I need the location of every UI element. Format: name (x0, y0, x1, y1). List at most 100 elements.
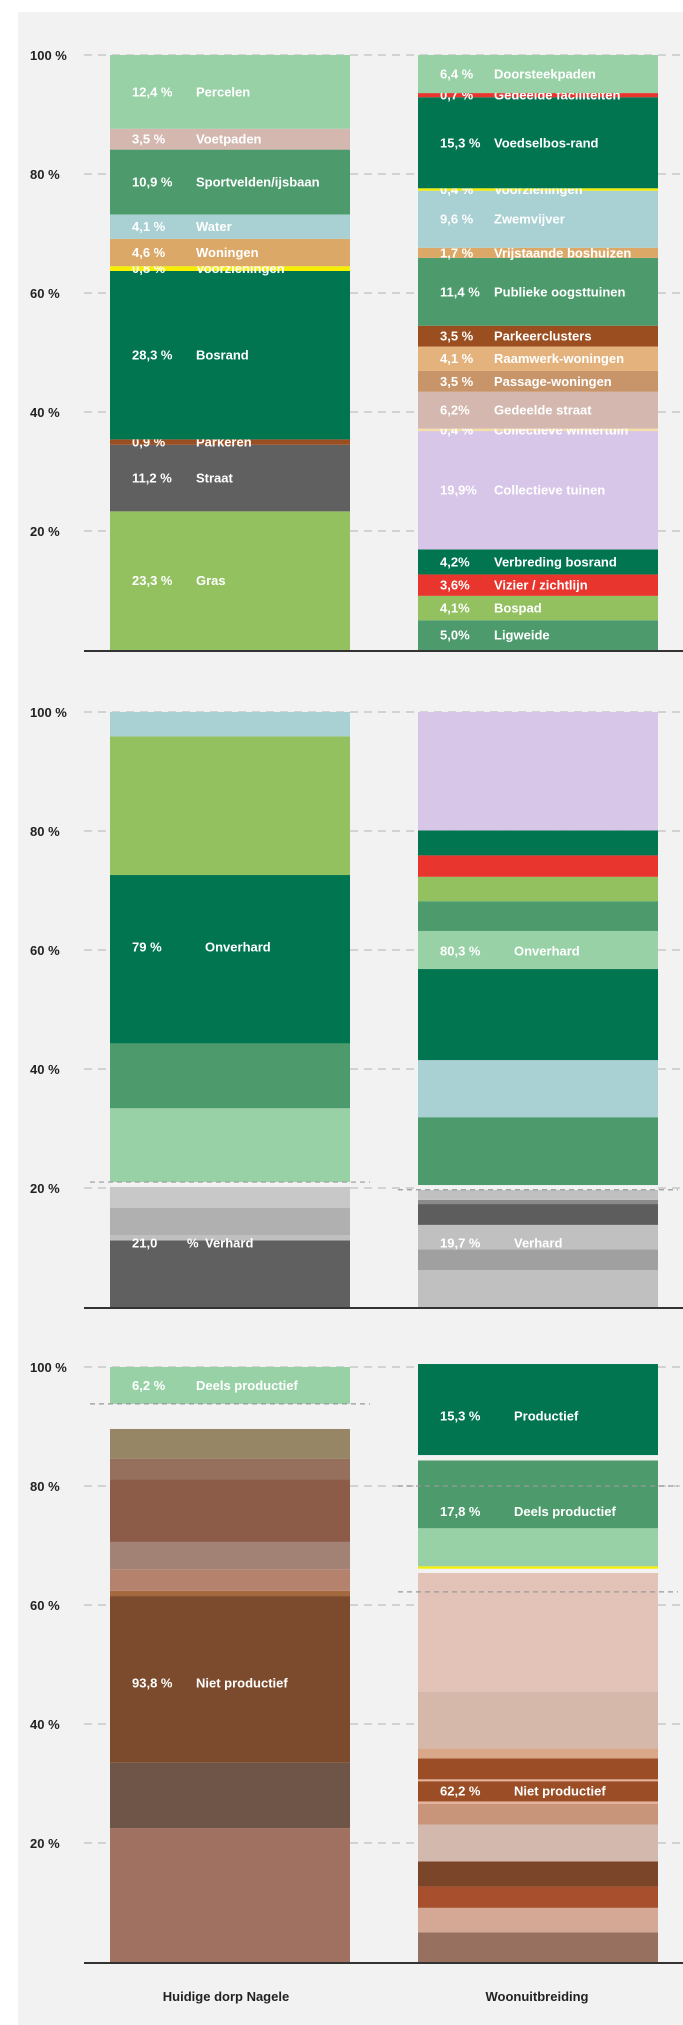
segment-segment (110, 1186, 350, 1208)
segment-pct-label: 12,4 % (132, 84, 173, 99)
segment-bosrand (110, 270, 350, 440)
segment-segment (418, 1199, 658, 1205)
segment-voorzieningen (110, 266, 350, 271)
segment-bospad (418, 595, 658, 621)
segment-pct-label: 1,7 % (440, 245, 474, 260)
segment-segment (418, 930, 658, 970)
segment-sportvelden-ijsbaan (110, 149, 350, 215)
segment-pct-label: 4,2% (440, 554, 470, 569)
segment-segment (110, 712, 350, 737)
segment-segment (418, 1566, 658, 1569)
segment-pct-label: 28,3 % (132, 348, 173, 363)
segment-name-label: Water (196, 219, 232, 234)
segment-pct-label: 6,4 % (440, 67, 474, 82)
group-pct-label: 93,8 % (132, 1675, 173, 1690)
segment-segment (418, 1861, 658, 1887)
segment-segment (110, 736, 350, 876)
segment-segment (418, 1460, 658, 1529)
segment-segment (418, 1748, 658, 1759)
segment-collectieve-tuinen (418, 431, 658, 550)
segment-pct-label: 11,2 % (132, 471, 172, 486)
segment-woningen (110, 238, 350, 267)
group-name-label: Deels productief (514, 1504, 617, 1519)
segment-pct-label: 15,3 % (440, 135, 481, 150)
segment-water (110, 214, 350, 239)
segment-segment (110, 1403, 350, 1429)
segment-pct-label: 9,6 % (440, 212, 474, 227)
segment-segment (418, 901, 658, 931)
y-tick-label: 60 % (30, 286, 60, 301)
segment-name-label: Doorsteekpaden (494, 67, 596, 82)
y-tick-label: 20 % (30, 524, 60, 539)
group-pct-label: 15,3 % (440, 1409, 481, 1424)
segment-passage-woningen (418, 370, 658, 392)
segment-segment (418, 1907, 658, 1933)
segment-segment (110, 1182, 350, 1187)
segment-segment (418, 1568, 658, 1573)
segment-segment (418, 1364, 658, 1456)
segment-name-label: Gras (196, 573, 226, 588)
segment-percelen (110, 55, 350, 129)
segment-vrijstaande-boshuizen (418, 247, 658, 258)
x-label-huidige: Huidige dorp Nagele (163, 1989, 289, 2004)
y-tick-label: 40 % (30, 1717, 60, 1732)
y-tick-label: 100 % (30, 48, 67, 63)
y-tick-label: 60 % (30, 1598, 60, 1613)
segment-voetpaden (110, 128, 350, 150)
segment-segment (418, 1824, 658, 1862)
group-name-label: Onverhard (514, 943, 580, 958)
y-tick-label: 20 % (30, 1836, 60, 1851)
segment-name-label: Voetpaden (196, 132, 262, 147)
x-axis-labels: Huidige dorp Nagele Woonuitbreiding (163, 1989, 589, 2004)
segment-segment (110, 1590, 350, 1597)
group-name-label: Niet productief (514, 1783, 606, 1798)
segment-name-label: Parkeerclusters (494, 329, 592, 344)
group-name-label: Onverhard (205, 940, 271, 955)
group-pct-label: 6,2 % (132, 1378, 166, 1393)
segment-name-label: Sportvelden/ijsbaan (196, 175, 320, 190)
segment-name-label: Bosrand (196, 348, 249, 363)
segment-pct-label: 4,1% (440, 601, 470, 616)
y-tick-label: 100 % (30, 1360, 67, 1375)
segment-segment (418, 1249, 658, 1271)
segment-pct-label: 11,4 % (440, 284, 480, 299)
group-pct-label: 19,7 % (440, 1236, 481, 1251)
segment-segment (418, 855, 658, 877)
segment-verbreding-bosrand (418, 549, 658, 575)
segment-pct-label: 4,1 % (440, 351, 474, 366)
segment-name-label: Bospad (494, 601, 542, 616)
chart-land-use: 20 % 40 % 60 % 80 % 100 % 23,3 % Gras 11,2 % Str… (30, 48, 683, 652)
segment-gedeelde-straat (418, 391, 658, 429)
segment-segment (418, 1224, 658, 1250)
segment-name-label: Publieke oogsttuinen (494, 284, 626, 299)
segment-voedselbos-rand (418, 97, 658, 189)
segment-name-label: Zwemvijver (494, 212, 565, 227)
group-pct-label: 80,3 % (440, 943, 481, 958)
group-name-label: Niet productief (196, 1675, 288, 1690)
segment-segment (110, 1043, 350, 1109)
segment-collectieve-wintertuin (418, 428, 658, 432)
y-tick-label: 80 % (30, 1479, 60, 1494)
segment-segment (418, 1270, 658, 1307)
segment-segment (110, 1235, 350, 1241)
segment-name-label: Passage-woningen (494, 374, 612, 389)
segment-segment (418, 1060, 658, 1118)
segment-vizier-zichtlijn (418, 574, 658, 596)
segment-segment (110, 1458, 350, 1480)
segment-segment (110, 1108, 350, 1183)
group-pct-label: 79 % (132, 940, 162, 955)
segment-name-label: Collectieve tuinen (494, 483, 605, 498)
segment-segment (110, 1240, 350, 1307)
group-label-background (418, 1781, 658, 1802)
segment-name-label: Verbreding bosrand (494, 554, 617, 569)
group-pct-label: 62,2 % (440, 1783, 481, 1798)
segment-pct-label: 3,5 % (440, 374, 474, 389)
segment-segment (418, 876, 658, 902)
segment-ligweide (418, 620, 658, 650)
segment-name-label: Vrijstaande boshuizen (494, 245, 631, 260)
segment-segment (418, 1185, 658, 1190)
y-tick-label: 20 % (30, 1181, 60, 1196)
segment-pct-label: 10,9 % (132, 175, 173, 190)
